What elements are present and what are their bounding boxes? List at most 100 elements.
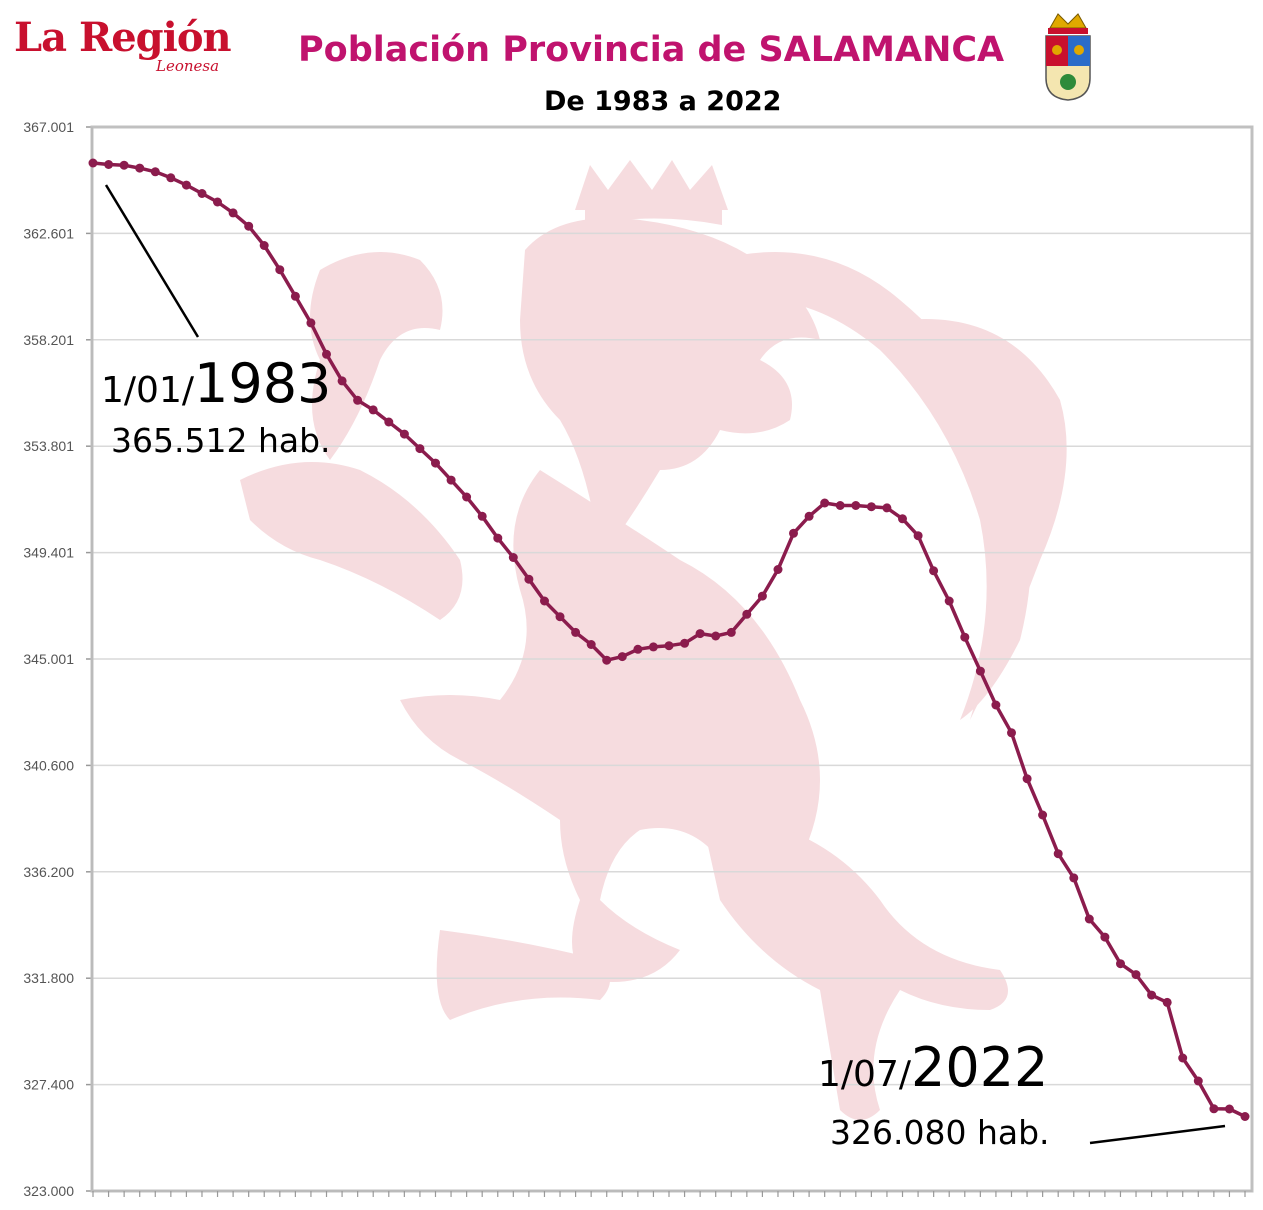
data-point: [711, 631, 721, 641]
data-point: [431, 458, 440, 468]
data-point: [290, 291, 300, 301]
data-point: [213, 197, 222, 207]
data-point: [1022, 774, 1032, 784]
data-point: [789, 528, 798, 538]
data-point: [726, 627, 736, 637]
data-point: [680, 638, 690, 648]
y-tick-label: 362.601: [23, 225, 74, 241]
data-point: [664, 641, 674, 651]
data-point: [508, 553, 518, 562]
data-point: [462, 492, 472, 502]
data-point: [960, 632, 970, 642]
data-point: [648, 642, 658, 652]
data-point: [415, 444, 425, 454]
data-point: [1147, 990, 1157, 1000]
data-point: [991, 700, 1001, 710]
data-point: [944, 596, 954, 606]
data-point: [244, 221, 254, 231]
data-point: [1193, 1076, 1203, 1086]
data-point: [104, 160, 114, 169]
data-point: [975, 666, 985, 676]
data-point: [882, 503, 892, 513]
data-point: [150, 167, 160, 177]
data-point: [524, 574, 534, 584]
data-point: [835, 501, 845, 510]
data-point: [1100, 932, 1110, 942]
data-point: [866, 502, 876, 512]
data-point: [197, 189, 207, 198]
data-point: [228, 208, 238, 218]
data-point: [742, 609, 752, 619]
data-point: [540, 596, 549, 606]
data-point: [181, 180, 191, 190]
end-value-annotation: 326.080 hab.: [830, 1113, 1050, 1152]
y-tick-label: 353.801: [23, 438, 74, 454]
data-point: [337, 376, 347, 386]
data-point: [1240, 1112, 1250, 1121]
y-tick-label: 367.001: [23, 119, 74, 135]
start-year: 1983: [193, 352, 332, 415]
data-point: [633, 644, 643, 654]
lion-watermark-icon: [240, 160, 1067, 1120]
logo-main: La Región: [14, 14, 232, 61]
coat-of-arms-icon: [1045, 13, 1091, 101]
x-ticks: [92, 1191, 1246, 1197]
chart-title: Población Provincia de SALAMANCA: [298, 30, 1005, 70]
data-point: [1038, 810, 1048, 820]
data-point: [88, 158, 98, 168]
data-point: [757, 591, 767, 601]
data-point: [1131, 970, 1141, 980]
data-point: [1178, 1053, 1188, 1063]
data-point: [368, 405, 378, 415]
end-date-annotation: 1/07/2022: [818, 1036, 1048, 1099]
data-point: [586, 640, 596, 649]
y-tick-label: 327.400: [23, 1077, 74, 1093]
data-point: [135, 163, 145, 173]
data-point: [571, 627, 581, 637]
data-point: [1053, 849, 1063, 859]
y-tick-label: 345.001: [23, 651, 74, 667]
end-date-prefix: 1/07/: [818, 1054, 911, 1095]
end-year: 2022: [910, 1036, 1049, 1099]
data-point: [119, 160, 129, 170]
y-tick-label: 323.000: [23, 1183, 74, 1199]
data-point: [477, 511, 487, 521]
chart-subtitle: De 1983 a 2022: [544, 86, 782, 117]
data-point: [1069, 873, 1079, 883]
y-tick-label: 336.200: [23, 864, 74, 880]
data-point: [1084, 914, 1094, 924]
start-date-prefix: 1/01/: [101, 370, 194, 411]
start-date-annotation: 1/01/1983: [101, 352, 331, 415]
data-point: [259, 241, 269, 250]
data-point: [617, 652, 627, 662]
data-point: [322, 349, 331, 359]
start-leader-line: [104, 184, 200, 338]
data-point: [773, 565, 783, 574]
data-point: [820, 498, 830, 508]
data-point: [1007, 728, 1016, 738]
data-point: [166, 173, 176, 183]
data-point: [1209, 1104, 1219, 1114]
data-point: [851, 501, 861, 510]
data-point: [929, 566, 939, 576]
logo-sub: Leonesa: [156, 57, 220, 75]
data-point: [493, 533, 503, 543]
data-point: [1116, 959, 1125, 969]
data-point: [353, 395, 363, 405]
y-tick-labels: 367.001 362.601 358.201 353.801 349.401 345.0…: [23, 119, 74, 1199]
y-tick-label: 331.800: [23, 970, 74, 986]
data-point: [555, 612, 565, 622]
data-point: [804, 511, 814, 521]
data-point: [695, 629, 705, 639]
data-point: [399, 429, 409, 439]
data-point: [446, 475, 456, 485]
data-point: [602, 655, 612, 665]
data-point: [1224, 1104, 1234, 1114]
data-point: [898, 514, 907, 524]
y-tick-label: 349.401: [23, 545, 74, 561]
data-point: [384, 417, 394, 427]
start-value-annotation: 365.512 hab.: [111, 421, 331, 460]
data-point: [913, 531, 923, 541]
y-tick-label: 358.201: [23, 332, 74, 348]
